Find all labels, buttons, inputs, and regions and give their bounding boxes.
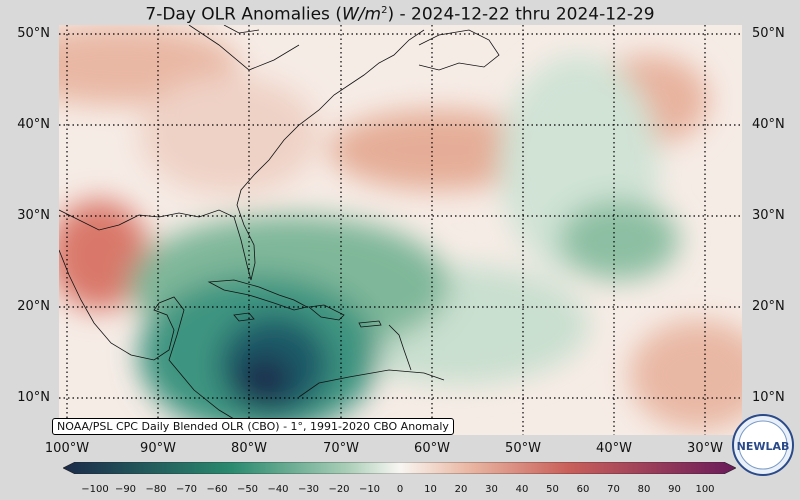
- data-source-label: NOAA/PSL CPC Daily Blended OLR (CBO) - 1…: [52, 418, 454, 435]
- colorbar: [63, 462, 736, 474]
- lat-label-right: 40°N: [752, 117, 785, 132]
- colorbar-tick-label: −60: [206, 484, 228, 495]
- colorbar-tick-label: −100: [81, 484, 109, 495]
- lon-label: 80°W: [231, 441, 267, 456]
- colorbar-tick-label: −20: [328, 484, 350, 495]
- colorbar-tick-label: −80: [145, 484, 167, 495]
- lat-label-left: 50°N: [17, 26, 50, 41]
- colorbar-tick-label: 10: [424, 484, 437, 495]
- colorbar-tick-label: −30: [297, 484, 320, 495]
- colorbar-tick-label: −40: [267, 484, 289, 495]
- colorbar-tick-label: 0: [396, 484, 404, 495]
- olr-anomaly-map: [59, 25, 742, 435]
- lon-label: 40°W: [596, 441, 632, 456]
- lon-label: 70°W: [323, 441, 359, 456]
- lat-label-right: 20°N: [752, 299, 785, 314]
- lat-label-right: 30°N: [752, 208, 785, 223]
- lon-label: 60°W: [414, 441, 450, 456]
- colorbar-tick-label: 30: [485, 484, 498, 495]
- psl-logo-icon: NEWLAB: [732, 414, 794, 476]
- colorbar-tick-label: −90: [114, 484, 137, 495]
- colorbar-tick-label: 100: [695, 484, 715, 495]
- lat-label-left: 20°N: [17, 299, 50, 314]
- lon-label: 90°W: [140, 441, 176, 456]
- colorbar-tick-label: −10: [358, 484, 381, 495]
- lat-label-left: 10°N: [17, 390, 50, 405]
- colorbar-tick-label: 50: [546, 484, 559, 495]
- lon-label: 30°W: [687, 441, 723, 456]
- lat-label-right: 50°N: [752, 26, 785, 41]
- logo-text: NEWLAB: [737, 440, 790, 453]
- colorbar-tick-label: 20: [454, 484, 468, 495]
- colorbar-tick-label: 90: [668, 484, 681, 495]
- lat-label-left: 30°N: [17, 208, 50, 223]
- colorbar-tick-label: 60: [576, 484, 590, 495]
- lat-label-right: 10°N: [752, 390, 785, 405]
- colorbar-tick-label: 40: [515, 484, 529, 495]
- colorbar-tick-label: 70: [607, 484, 620, 495]
- lat-label-left: 40°N: [17, 117, 50, 132]
- lon-label: 50°W: [505, 441, 541, 456]
- lon-label: 100°W: [44, 441, 90, 456]
- colorbar-tick-label: −70: [175, 484, 198, 495]
- colorbar-tick-label: −50: [236, 484, 259, 495]
- colorbar-tick-label: 80: [637, 484, 651, 495]
- map-title: 7-Day OLR Anomalies (W/m2) - 2024-12-22 …: [145, 4, 655, 25]
